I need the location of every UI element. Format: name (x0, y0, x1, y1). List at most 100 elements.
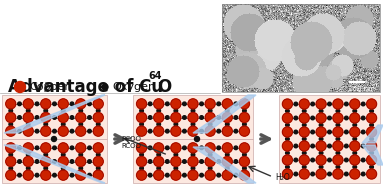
Circle shape (154, 143, 164, 153)
Circle shape (205, 170, 215, 180)
Circle shape (188, 126, 198, 136)
Circle shape (148, 160, 152, 163)
Circle shape (370, 109, 373, 113)
Circle shape (18, 129, 21, 133)
Circle shape (58, 156, 68, 167)
Circle shape (88, 102, 91, 106)
Circle shape (208, 122, 212, 126)
Circle shape (367, 99, 376, 109)
Circle shape (188, 170, 198, 180)
Text: 200 nm: 200 nm (348, 86, 375, 92)
Circle shape (76, 112, 86, 122)
Circle shape (61, 167, 65, 170)
Circle shape (350, 99, 360, 109)
Circle shape (53, 129, 56, 133)
Circle shape (222, 99, 232, 109)
Circle shape (362, 130, 365, 134)
Text: H₂O: H₂O (275, 174, 290, 183)
Circle shape (23, 99, 33, 109)
Circle shape (9, 167, 13, 170)
Circle shape (171, 170, 181, 180)
Circle shape (242, 109, 246, 112)
Circle shape (26, 109, 30, 112)
Circle shape (154, 99, 164, 109)
Bar (222, 4, 380, 92)
Circle shape (148, 102, 152, 106)
Circle shape (23, 143, 33, 153)
Circle shape (44, 153, 47, 156)
Circle shape (353, 109, 357, 113)
Circle shape (137, 156, 147, 167)
Circle shape (311, 116, 314, 120)
Circle shape (35, 146, 39, 150)
Circle shape (294, 172, 298, 176)
Circle shape (239, 112, 249, 122)
Circle shape (234, 173, 238, 177)
Circle shape (191, 153, 195, 156)
Circle shape (345, 158, 348, 162)
Circle shape (61, 109, 65, 112)
Circle shape (311, 172, 314, 176)
Circle shape (97, 167, 100, 170)
Circle shape (171, 156, 181, 167)
Circle shape (183, 160, 186, 163)
Circle shape (154, 156, 164, 167)
Polygon shape (193, 147, 256, 183)
Circle shape (303, 123, 306, 127)
Circle shape (353, 123, 357, 127)
Circle shape (242, 122, 246, 126)
Circle shape (154, 170, 164, 180)
Circle shape (217, 146, 221, 150)
Circle shape (294, 116, 298, 120)
Circle shape (23, 156, 33, 167)
Text: RCOO: RCOO (121, 143, 141, 149)
Circle shape (226, 122, 229, 126)
Circle shape (165, 173, 169, 177)
Circle shape (353, 151, 357, 155)
Circle shape (205, 99, 215, 109)
Polygon shape (193, 95, 256, 133)
Circle shape (58, 99, 68, 109)
Circle shape (294, 130, 298, 134)
FancyBboxPatch shape (279, 95, 380, 183)
Circle shape (222, 156, 232, 167)
Circle shape (319, 109, 323, 113)
Circle shape (70, 160, 74, 163)
Circle shape (18, 102, 21, 106)
Circle shape (222, 112, 232, 122)
Circle shape (350, 127, 360, 137)
Circle shape (208, 153, 212, 156)
Circle shape (286, 109, 289, 113)
Circle shape (18, 146, 21, 150)
Circle shape (148, 129, 152, 133)
Circle shape (157, 167, 160, 170)
Circle shape (35, 160, 39, 163)
Circle shape (370, 137, 373, 141)
Circle shape (171, 143, 181, 153)
Circle shape (157, 109, 160, 112)
Circle shape (286, 151, 289, 155)
Circle shape (154, 112, 164, 122)
Text: Advantage of Cu: Advantage of Cu (8, 78, 163, 96)
Circle shape (328, 130, 331, 134)
Circle shape (53, 102, 56, 106)
Circle shape (362, 158, 365, 162)
Circle shape (239, 143, 249, 153)
Circle shape (93, 156, 103, 167)
Circle shape (183, 146, 186, 150)
Circle shape (336, 123, 340, 127)
Circle shape (88, 146, 91, 150)
Circle shape (53, 146, 56, 150)
Circle shape (53, 160, 56, 163)
Circle shape (35, 102, 39, 106)
Circle shape (174, 153, 178, 156)
Circle shape (239, 126, 249, 136)
Polygon shape (4, 145, 105, 183)
Circle shape (88, 160, 91, 163)
Circle shape (165, 160, 169, 163)
Circle shape (239, 156, 249, 167)
Circle shape (370, 123, 373, 127)
Circle shape (18, 160, 21, 163)
Circle shape (299, 169, 309, 179)
Circle shape (44, 109, 47, 112)
